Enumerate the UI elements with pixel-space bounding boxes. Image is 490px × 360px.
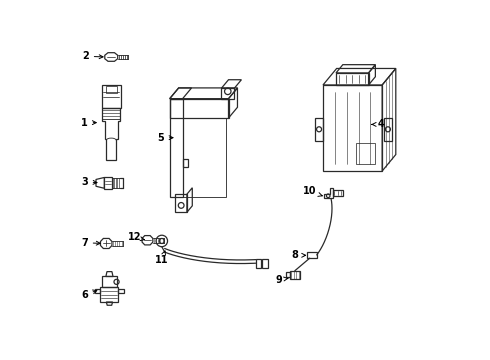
Text: 8: 8	[292, 250, 306, 260]
Text: 9: 9	[275, 275, 288, 285]
Text: 10: 10	[303, 186, 322, 197]
Text: 1: 1	[81, 118, 96, 128]
Text: 6: 6	[81, 290, 97, 300]
Text: 5: 5	[157, 133, 173, 143]
Text: 3: 3	[81, 177, 97, 187]
Text: 12: 12	[128, 232, 145, 242]
Text: 11: 11	[155, 251, 169, 265]
Text: 7: 7	[81, 238, 100, 248]
Text: 2: 2	[82, 51, 103, 61]
Text: 4: 4	[372, 120, 385, 129]
